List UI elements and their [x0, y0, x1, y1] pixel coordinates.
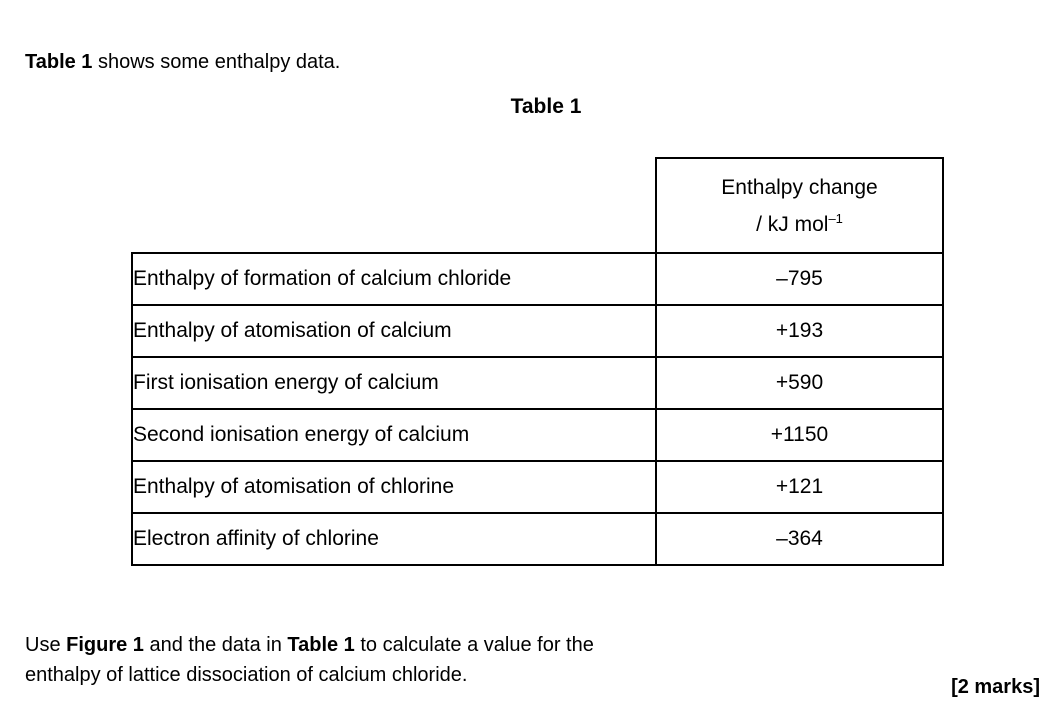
row-label-cell: Enthalpy of formation of calcium chlorid… [131, 252, 657, 306]
question-line-1: Use Figure 1 and the data in Table 1 to … [25, 630, 594, 660]
table-row: First ionisation energy of calcium +590 [131, 356, 944, 410]
table-row: Electron affinity of chlorine –364 [131, 512, 944, 566]
header-spacer-cell [132, 158, 656, 253]
table-header-row: Enthalpy change / kJ mol–1 [132, 157, 944, 254]
row-value-cell: +121 [655, 460, 944, 514]
table-caption: Table 1 [510, 95, 582, 118]
intro-text: Table 1 shows some enthalpy data. [25, 50, 340, 74]
row-value-cell: –795 [655, 252, 944, 306]
row-label-cell: First ionisation energy of calcium [131, 356, 657, 410]
enthalpy-change-header-cell: Enthalpy change / kJ mol–1 [655, 157, 944, 254]
row-value-cell: +590 [655, 356, 944, 410]
header-units-superscript: –1 [828, 210, 843, 226]
table-row: Enthalpy of formation of calcium chlorid… [131, 252, 944, 306]
header-line-1: Enthalpy change [721, 175, 878, 199]
question-part-1: Use [25, 634, 67, 656]
marks-label: [2 marks] [951, 676, 1040, 698]
row-label-cell: Electron affinity of chlorine [131, 512, 657, 566]
header-line-2: / kJ mol–1 [657, 206, 942, 243]
row-label-cell: Enthalpy of atomisation of calcium [131, 304, 657, 358]
row-value-cell: –364 [655, 512, 944, 566]
question-part-3: to calculate a value for the [354, 634, 594, 656]
header-units-base: / kJ mol [756, 212, 829, 236]
enthalpy-data-table: Enthalpy change / kJ mol–1 Enthalpy of f… [131, 157, 944, 566]
question-bold-figure-ref: Figure 1 [66, 634, 144, 656]
table-row: Enthalpy of atomisation of chlorine +121 [131, 460, 944, 514]
row-label-cell: Second ionisation energy of calcium [131, 408, 657, 462]
question-line-2: enthalpy of lattice dissociation of calc… [25, 664, 468, 686]
table-row: Second ionisation energy of calcium +115… [131, 408, 944, 462]
row-value-cell: +1150 [655, 408, 944, 462]
row-value-cell: +193 [655, 304, 944, 358]
table-row: Enthalpy of atomisation of calcium +193 [131, 304, 944, 358]
question-part-2: and the data in [143, 634, 288, 656]
question-text: Use Figure 1 and the data in Table 1 to … [25, 630, 594, 690]
intro-rest: shows some enthalpy data. [92, 51, 341, 73]
question-bold-table-ref: Table 1 [287, 634, 355, 656]
intro-bold-table-ref: Table 1 [25, 51, 93, 73]
row-label-cell: Enthalpy of atomisation of chlorine [131, 460, 657, 514]
